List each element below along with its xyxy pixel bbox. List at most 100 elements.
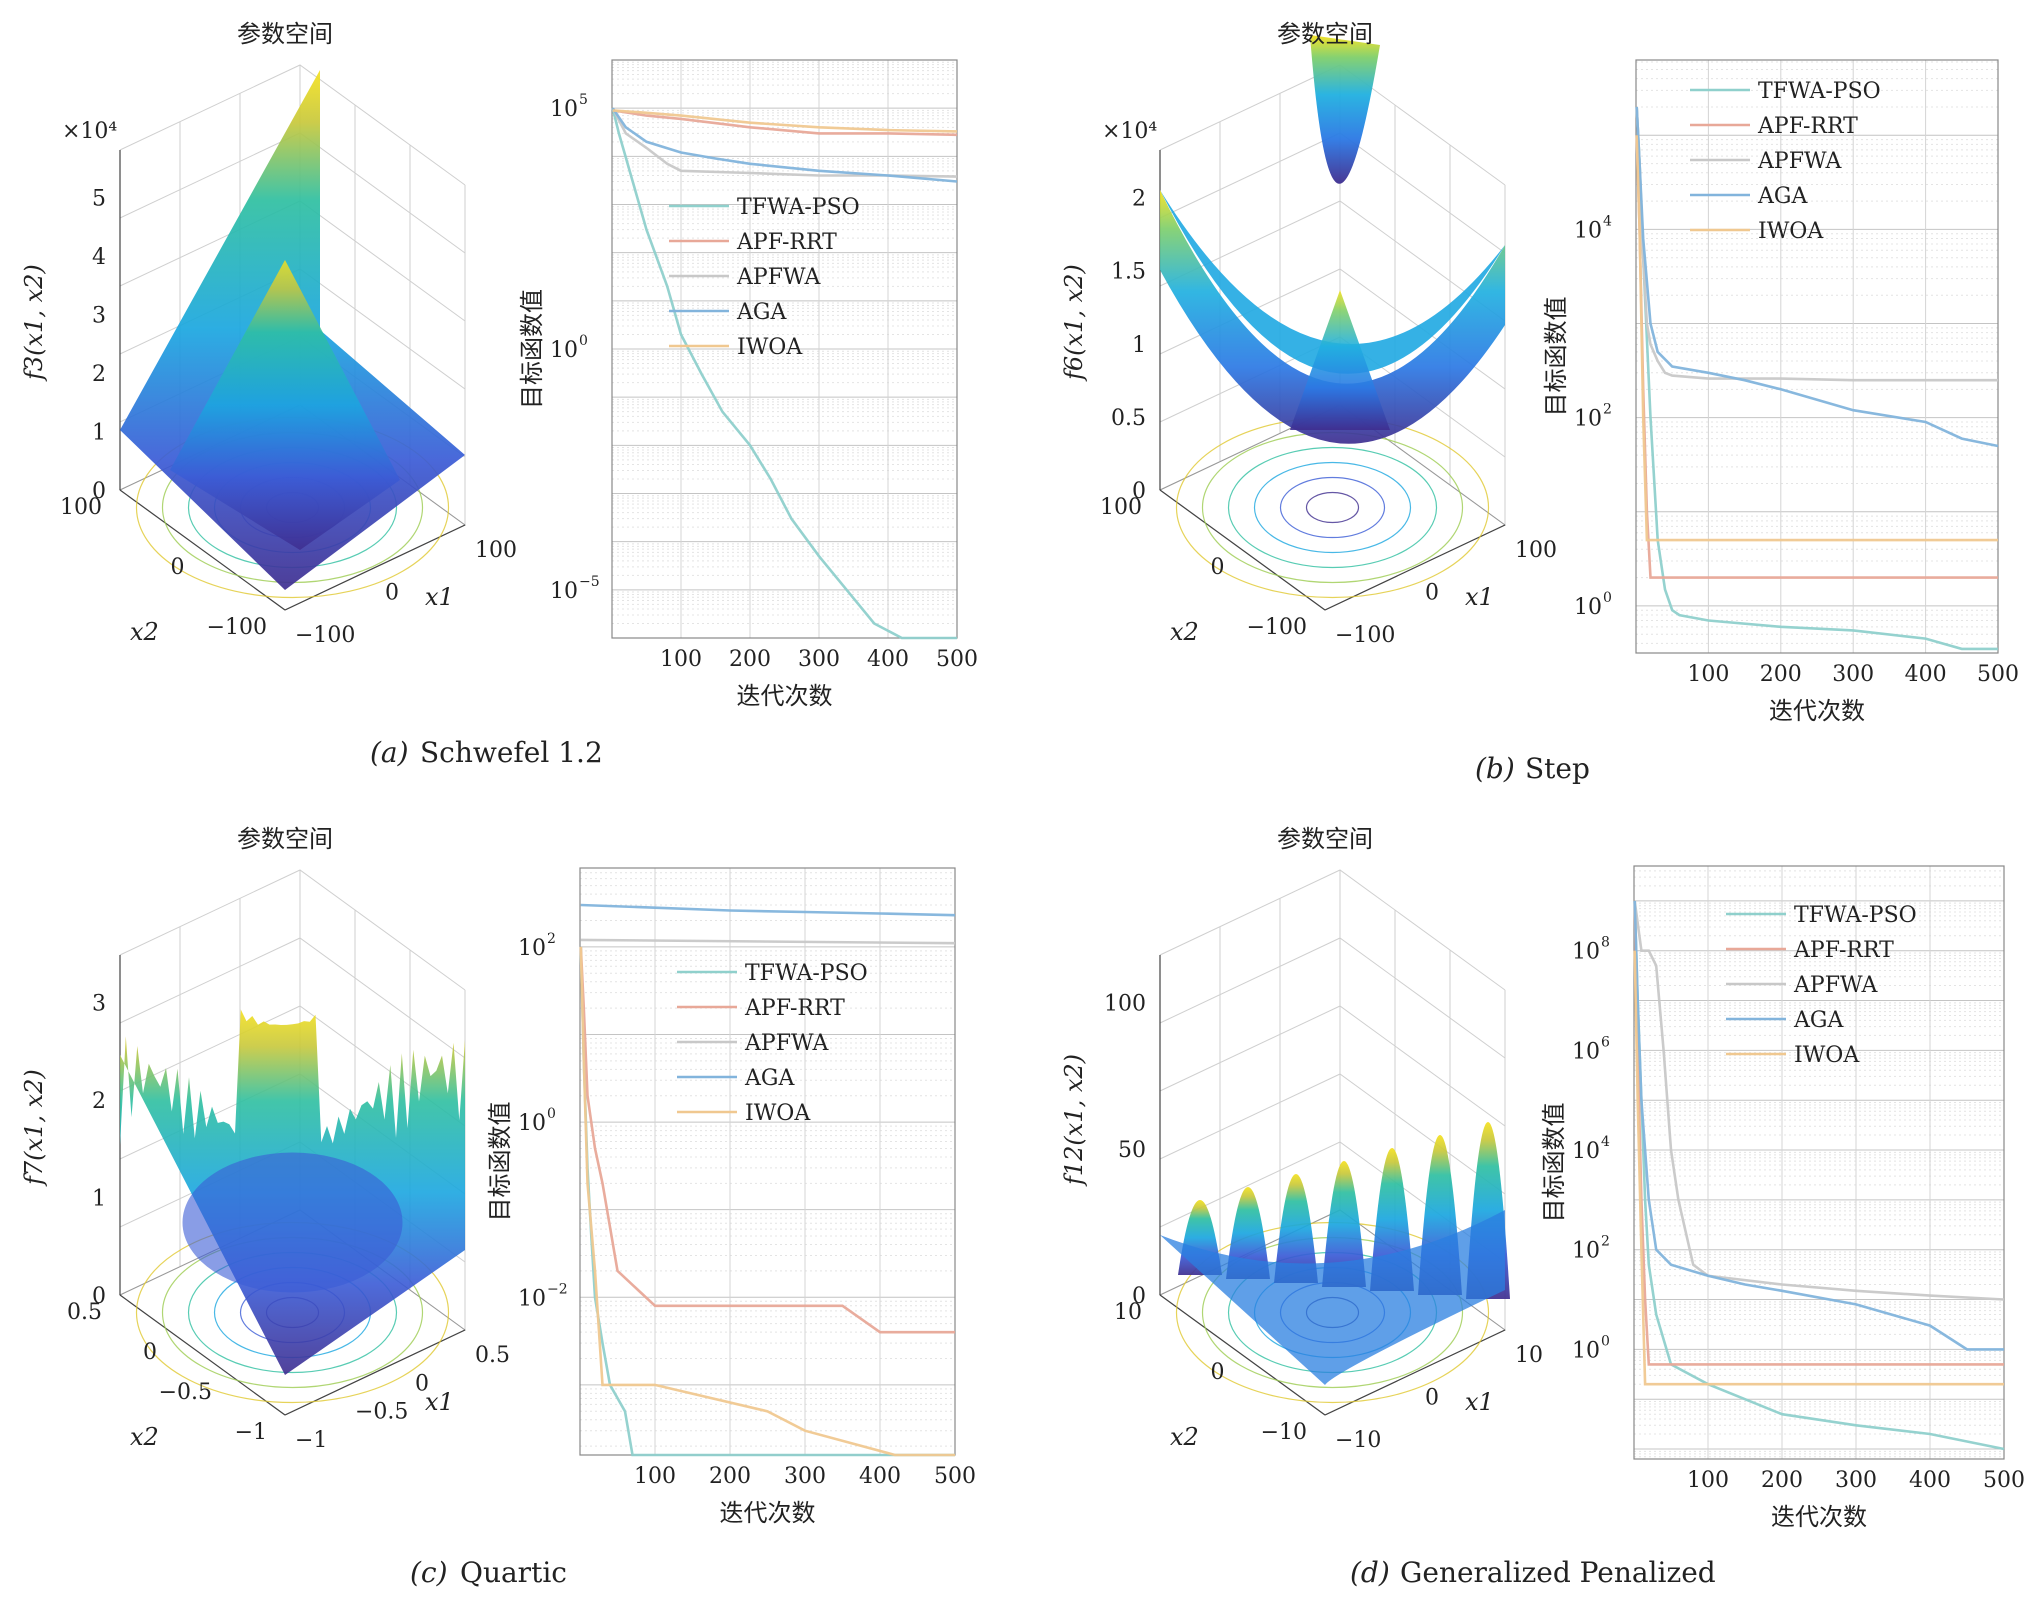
series-line-iwoa	[1633, 950, 2004, 1386]
z-tick-label: 3	[92, 304, 106, 329]
x-tick-label: −100	[1335, 623, 1395, 648]
x-tick-label: 300	[798, 647, 840, 672]
x-axis-label: 迭代次数	[737, 682, 833, 710]
y-tick-label: 10 2	[1574, 402, 1612, 432]
series-line-apf-rrt	[579, 946, 955, 1334]
y-axis	[119, 489, 286, 611]
series-line-apfwa	[1633, 900, 2005, 1301]
z-exponent-label: ×10⁴	[1102, 119, 1157, 144]
y-tick-label: 10 8	[1572, 935, 1610, 965]
legend-label: TFWA-PSO	[745, 961, 868, 986]
z-tick-label: 0	[1132, 479, 1146, 504]
floor-contour	[1305, 491, 1360, 524]
surface-title: 参数空间	[1277, 825, 1373, 853]
x-tick-label: 500	[1983, 1468, 2025, 1493]
svg-text:−5: −5	[579, 574, 600, 590]
y-axis-label: x2	[130, 1423, 159, 1451]
plot-frame	[579, 867, 956, 1456]
svg-text:10: 10	[550, 338, 578, 363]
caption-letter: (b)	[1475, 752, 1515, 785]
x-tick-label: 0	[1425, 581, 1439, 606]
surface-mesh	[1322, 1161, 1366, 1287]
x-tick-label: 0	[1425, 1386, 1439, 1411]
x-tick-label: 100	[634, 1464, 676, 1489]
y-tick-label: 10 4	[1574, 213, 1612, 243]
svg-text:10: 10	[1574, 218, 1602, 243]
x-axis-label: 迭代次数	[720, 1499, 816, 1527]
svg-text:10: 10	[550, 97, 578, 122]
surface-title: 参数空间	[1277, 20, 1373, 48]
plot-frame	[1633, 865, 2005, 1460]
legend: TFWA-PSO APF-RRT APFWA AGA IWOA	[669, 195, 860, 360]
x-tick-label: 300	[1835, 1468, 1877, 1493]
floor-contour	[1279, 476, 1386, 539]
y-tick-label: −0.5	[159, 1380, 212, 1405]
x-tick-label: −100	[295, 623, 355, 648]
floor-contour	[1227, 446, 1438, 569]
legend: TFWA-PSO APF-RRT APFWA AGA IWOA	[1726, 903, 1917, 1068]
x-tick-label: 500	[936, 647, 978, 672]
legend-label: TFWA-PSO	[1758, 79, 1881, 104]
z-tick-label: 0	[92, 1284, 106, 1309]
surface-mesh	[182, 1152, 403, 1293]
x-tick-label: −0.5	[355, 1400, 408, 1425]
x-tick-label: 100	[1687, 662, 1729, 687]
y-axis-label: 目标函数值	[518, 289, 546, 409]
y-axis-label: x2	[130, 618, 159, 646]
legend-label: APFWA	[1757, 149, 1842, 174]
svg-text:10: 10	[518, 1111, 546, 1136]
x-axis-label: 迭代次数	[1769, 697, 1865, 725]
x-axis-label: x1	[1465, 1388, 1494, 1416]
surface-mesh	[1160, 190, 1505, 374]
svg-text:10: 10	[1572, 1139, 1600, 1164]
svg-text:−2: −2	[547, 1281, 568, 1297]
legend-label: AGA	[744, 1066, 795, 1091]
z-tick-label: 2	[92, 362, 106, 387]
surface-mesh	[1160, 190, 1505, 444]
legend-label: IWOA	[737, 335, 803, 360]
surface-mesh	[1226, 1187, 1270, 1279]
x-tick-label: −1	[295, 1428, 327, 1453]
x-axis-label: x1	[1465, 583, 1494, 611]
x-tick-label: 200	[709, 1464, 751, 1489]
surface-title: 参数空间	[237, 825, 333, 853]
plot-frame	[1635, 59, 1999, 654]
surface-title: 参数空间	[237, 20, 333, 48]
series-line-tfwa-pso	[611, 107, 957, 640]
y-tick-label: 10 2	[1572, 1234, 1610, 1264]
x-tick-label: 400	[1909, 1468, 1951, 1493]
y-axis	[1159, 489, 1326, 611]
legend: TFWA-PSO APF-RRT APFWA AGA IWOA	[677, 961, 868, 1126]
y-tick-label: 0	[1211, 1360, 1225, 1385]
z-tick-label: 1	[92, 1187, 106, 1212]
legend-label: IWOA	[1758, 219, 1824, 244]
caption-letter: (a)	[370, 736, 409, 769]
x-tick-label: 300	[1832, 662, 1874, 687]
surface-mesh	[1160, 1210, 1505, 1385]
y-axis-label: x2	[1170, 1423, 1199, 1451]
x-axis	[1324, 1329, 1506, 1416]
z-tick-label: 1	[92, 421, 106, 446]
legend-label: APF-RRT	[744, 996, 845, 1021]
caption-name: Schwefel 1.2	[420, 736, 603, 769]
y-tick-label: 10 2	[518, 931, 556, 961]
series-line-iwoa	[579, 946, 955, 1457]
x-tick-label: 100	[1687, 1468, 1729, 1493]
y-tick-label: 10 −5	[550, 574, 600, 604]
svg-text:0: 0	[1601, 1333, 1610, 1349]
x-axis-label: x1	[425, 583, 454, 611]
svg-text:0: 0	[1603, 590, 1612, 606]
z-tick-label: 2	[92, 1089, 106, 1114]
z-tick-label: 3	[92, 992, 106, 1017]
legend-label: IWOA	[1794, 1043, 1860, 1068]
y-tick-label: 10 4	[1572, 1134, 1610, 1164]
series-line-apfwa	[580, 938, 956, 945]
z-tick-label: 0.5	[1111, 406, 1146, 431]
surface-mesh	[1274, 1174, 1318, 1283]
y-tick-label: 0	[143, 1340, 157, 1365]
